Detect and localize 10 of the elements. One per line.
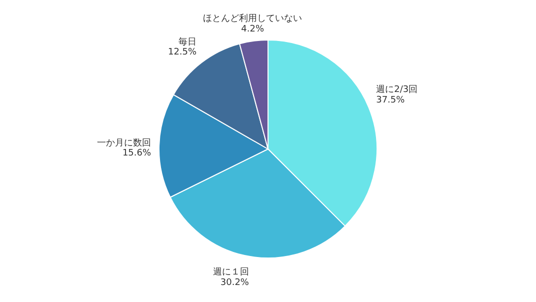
slice-label: 週に１回 bbox=[212, 266, 249, 278]
slice-label: 一か月に数回 bbox=[97, 137, 152, 148]
data-label: 12.5% bbox=[168, 48, 198, 58]
slice-label: 毎日 bbox=[178, 36, 197, 48]
data-label: 37.5% bbox=[376, 96, 406, 106]
slice-label: 週に2/3回 bbox=[376, 84, 418, 96]
data-label: 15.6% bbox=[122, 148, 152, 159]
slice-label: ほとんど利用していない bbox=[203, 13, 302, 24]
data-label: 4.2% bbox=[241, 24, 264, 34]
data-label: 30.2% bbox=[220, 278, 250, 288]
